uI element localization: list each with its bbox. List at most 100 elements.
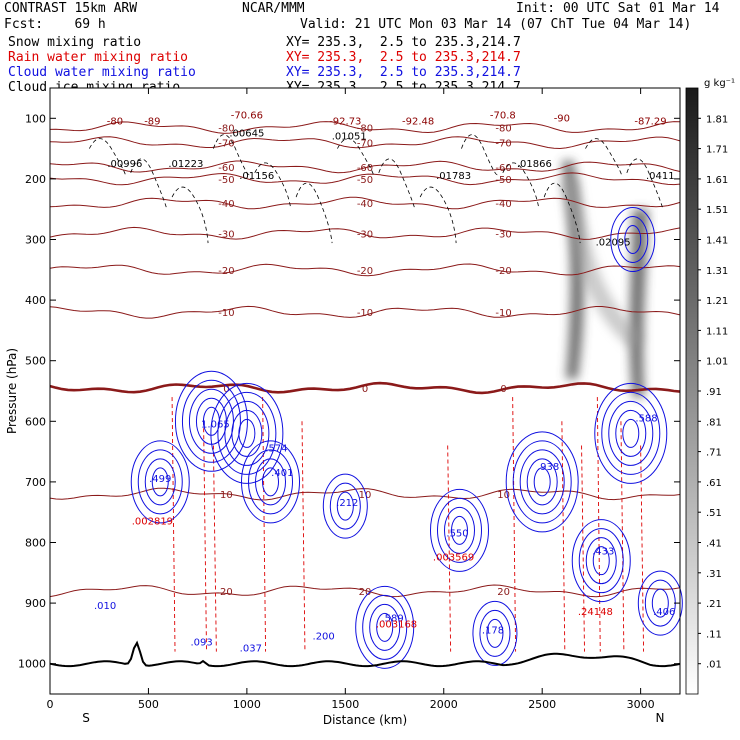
isotherm-label: 20 bbox=[220, 587, 233, 598]
contour-value-label: .01866 bbox=[517, 159, 552, 170]
isotherm-line bbox=[49, 196, 681, 210]
contour-value-label: .00645 bbox=[229, 128, 264, 139]
contour-value-label: .499 bbox=[149, 474, 171, 485]
colorbar-tick-label: 1.41 bbox=[706, 236, 728, 247]
rain-water-contour bbox=[596, 397, 601, 652]
contour-value-label: -92.73 bbox=[329, 116, 361, 127]
forecast-hour: Fcst: 69 h bbox=[4, 17, 106, 32]
cloud-water-contour bbox=[174, 370, 248, 472]
org-label: NCAR/MMM bbox=[242, 1, 305, 16]
cloud-water-contour bbox=[651, 588, 669, 618]
cloud-water-contour bbox=[255, 458, 286, 506]
cloud-ice-contour bbox=[254, 162, 292, 209]
cloud-water-contour bbox=[224, 400, 270, 466]
cloud-water-contour bbox=[144, 458, 176, 506]
isotherm-line bbox=[49, 263, 681, 277]
colorbar-tick-label: .71 bbox=[706, 448, 722, 459]
contour-value-label: .589 bbox=[381, 613, 403, 624]
cloud-water-contour bbox=[615, 409, 647, 457]
isotherm-label: -30 bbox=[495, 229, 511, 240]
rain-water-contour bbox=[301, 421, 306, 652]
contour-value-label: -80 bbox=[107, 116, 123, 127]
cloud-water-contour bbox=[512, 440, 572, 524]
y-tick-label: 1000 bbox=[18, 658, 46, 671]
contour-value-label: -90 bbox=[554, 113, 570, 124]
contour-value-label: .550 bbox=[446, 528, 468, 539]
terrain-line bbox=[49, 640, 681, 668]
init-time: Init: 00 UTC Sat 01 Mar 14 bbox=[516, 1, 720, 16]
colorbar-tick-label: .81 bbox=[706, 417, 722, 428]
cloud-water-contour bbox=[622, 418, 640, 448]
isotherm-line bbox=[49, 584, 681, 598]
cloud-water-contour bbox=[610, 207, 656, 272]
colorbar-tick-label: 1.01 bbox=[706, 357, 728, 368]
contour-value-label: -87.29 bbox=[634, 116, 666, 127]
cloud-water-contour bbox=[608, 400, 654, 466]
rain-water-contour bbox=[581, 445, 585, 652]
x-tick-label: 2000 bbox=[430, 698, 458, 711]
y-tick-label: 800 bbox=[25, 537, 46, 550]
colorbar-tick-label: .21 bbox=[706, 599, 722, 610]
colorbar-tick-label: .51 bbox=[706, 508, 722, 519]
cloud-water-contour bbox=[594, 382, 668, 484]
isotherm-label: -60 bbox=[495, 163, 511, 174]
cloud-ice-contour bbox=[461, 134, 498, 176]
colorbar-tick-label: 1.81 bbox=[706, 114, 728, 125]
south-end-label: S bbox=[82, 711, 90, 725]
x-tick-label: 2500 bbox=[528, 698, 556, 711]
cloud-ice-contour bbox=[585, 138, 622, 175]
cloud-water-contour bbox=[355, 585, 415, 669]
colorbar: g kg⁻¹ 1.81 1.71 1.61 1.51 1.41 1.31 1.21 1.11 1.… bbox=[685, 78, 735, 695]
contour-value-label: -89 bbox=[144, 116, 160, 127]
legend-snow-label: Snow mixing ratio bbox=[8, 35, 142, 50]
colorbar-tick-label: 1.71 bbox=[706, 145, 728, 156]
contour-value-label: -70.66 bbox=[231, 110, 263, 121]
contour-value-label: .938 bbox=[537, 462, 559, 473]
isotherm-label: -10 bbox=[218, 308, 234, 319]
cloud-water-contour bbox=[533, 467, 551, 497]
y-tick-label: 400 bbox=[25, 294, 46, 307]
isotherm-label: 10 bbox=[220, 490, 233, 501]
legend-rain-label: Rain water mixing ratio bbox=[8, 50, 189, 65]
cloud-water-contour bbox=[451, 515, 468, 545]
rain-water-contour bbox=[561, 421, 566, 652]
y-tick-label: 500 bbox=[25, 355, 46, 368]
cloud-ice-contour bbox=[419, 186, 457, 244]
colorbar-ramp bbox=[685, 87, 699, 695]
colorbar-tick-label: .91 bbox=[706, 387, 722, 398]
isotherm-label: 20 bbox=[359, 587, 372, 598]
isotherm-line bbox=[49, 160, 681, 174]
colorbar-unit: g kg⁻¹ bbox=[704, 78, 735, 89]
colorbar-tick-label: 1.31 bbox=[706, 266, 728, 277]
colorbar-tick-label: .01 bbox=[706, 660, 722, 671]
isotherm-label: -60 bbox=[357, 163, 373, 174]
contour-value-label: -70.8 bbox=[490, 110, 516, 121]
y-tick-label: 100 bbox=[25, 112, 46, 125]
cloud-ice-contour bbox=[171, 186, 209, 244]
cloud-ice-contour bbox=[337, 138, 374, 175]
legend-snow-xy: XY= 235.3, 2.5 to 235.3,214.7 bbox=[286, 35, 521, 50]
cloud-ice-contour bbox=[378, 158, 416, 209]
isotherm-label: -50 bbox=[495, 175, 511, 186]
contour-value-label: .003569 bbox=[433, 553, 474, 564]
cloud-water-contour bbox=[322, 473, 368, 539]
colorbar-tick-label: .41 bbox=[706, 539, 722, 550]
colorbar-tick-label: 1.21 bbox=[706, 296, 728, 307]
colorbar-tick-label: 1.11 bbox=[706, 326, 728, 337]
contour-value-label: 1.065 bbox=[201, 419, 230, 430]
contour-value-label: .037 bbox=[240, 644, 262, 655]
x-tick-label: 3000 bbox=[627, 698, 655, 711]
cloud-water-contour bbox=[336, 491, 354, 521]
contour-layer: -80 -80 -80-70 -70 -70-60 -60 -60-50 -50 -50-40-… bbox=[49, 110, 683, 669]
colorbar-tick-label: 1.51 bbox=[706, 205, 728, 216]
contour-value-label: .588 bbox=[635, 413, 657, 424]
plot-area bbox=[50, 88, 680, 694]
legend-cloud-water-xy: XY= 235.3, 2.5 to 235.3,214.7 bbox=[286, 65, 521, 80]
cloud-water-contour bbox=[210, 382, 284, 484]
isotherm-label: 20 bbox=[497, 587, 510, 598]
cloud-water-contour bbox=[444, 506, 475, 554]
contour-value-label: .02095 bbox=[596, 238, 631, 249]
cloud-water-contour bbox=[137, 449, 183, 515]
cloud-water-contour bbox=[231, 409, 263, 457]
